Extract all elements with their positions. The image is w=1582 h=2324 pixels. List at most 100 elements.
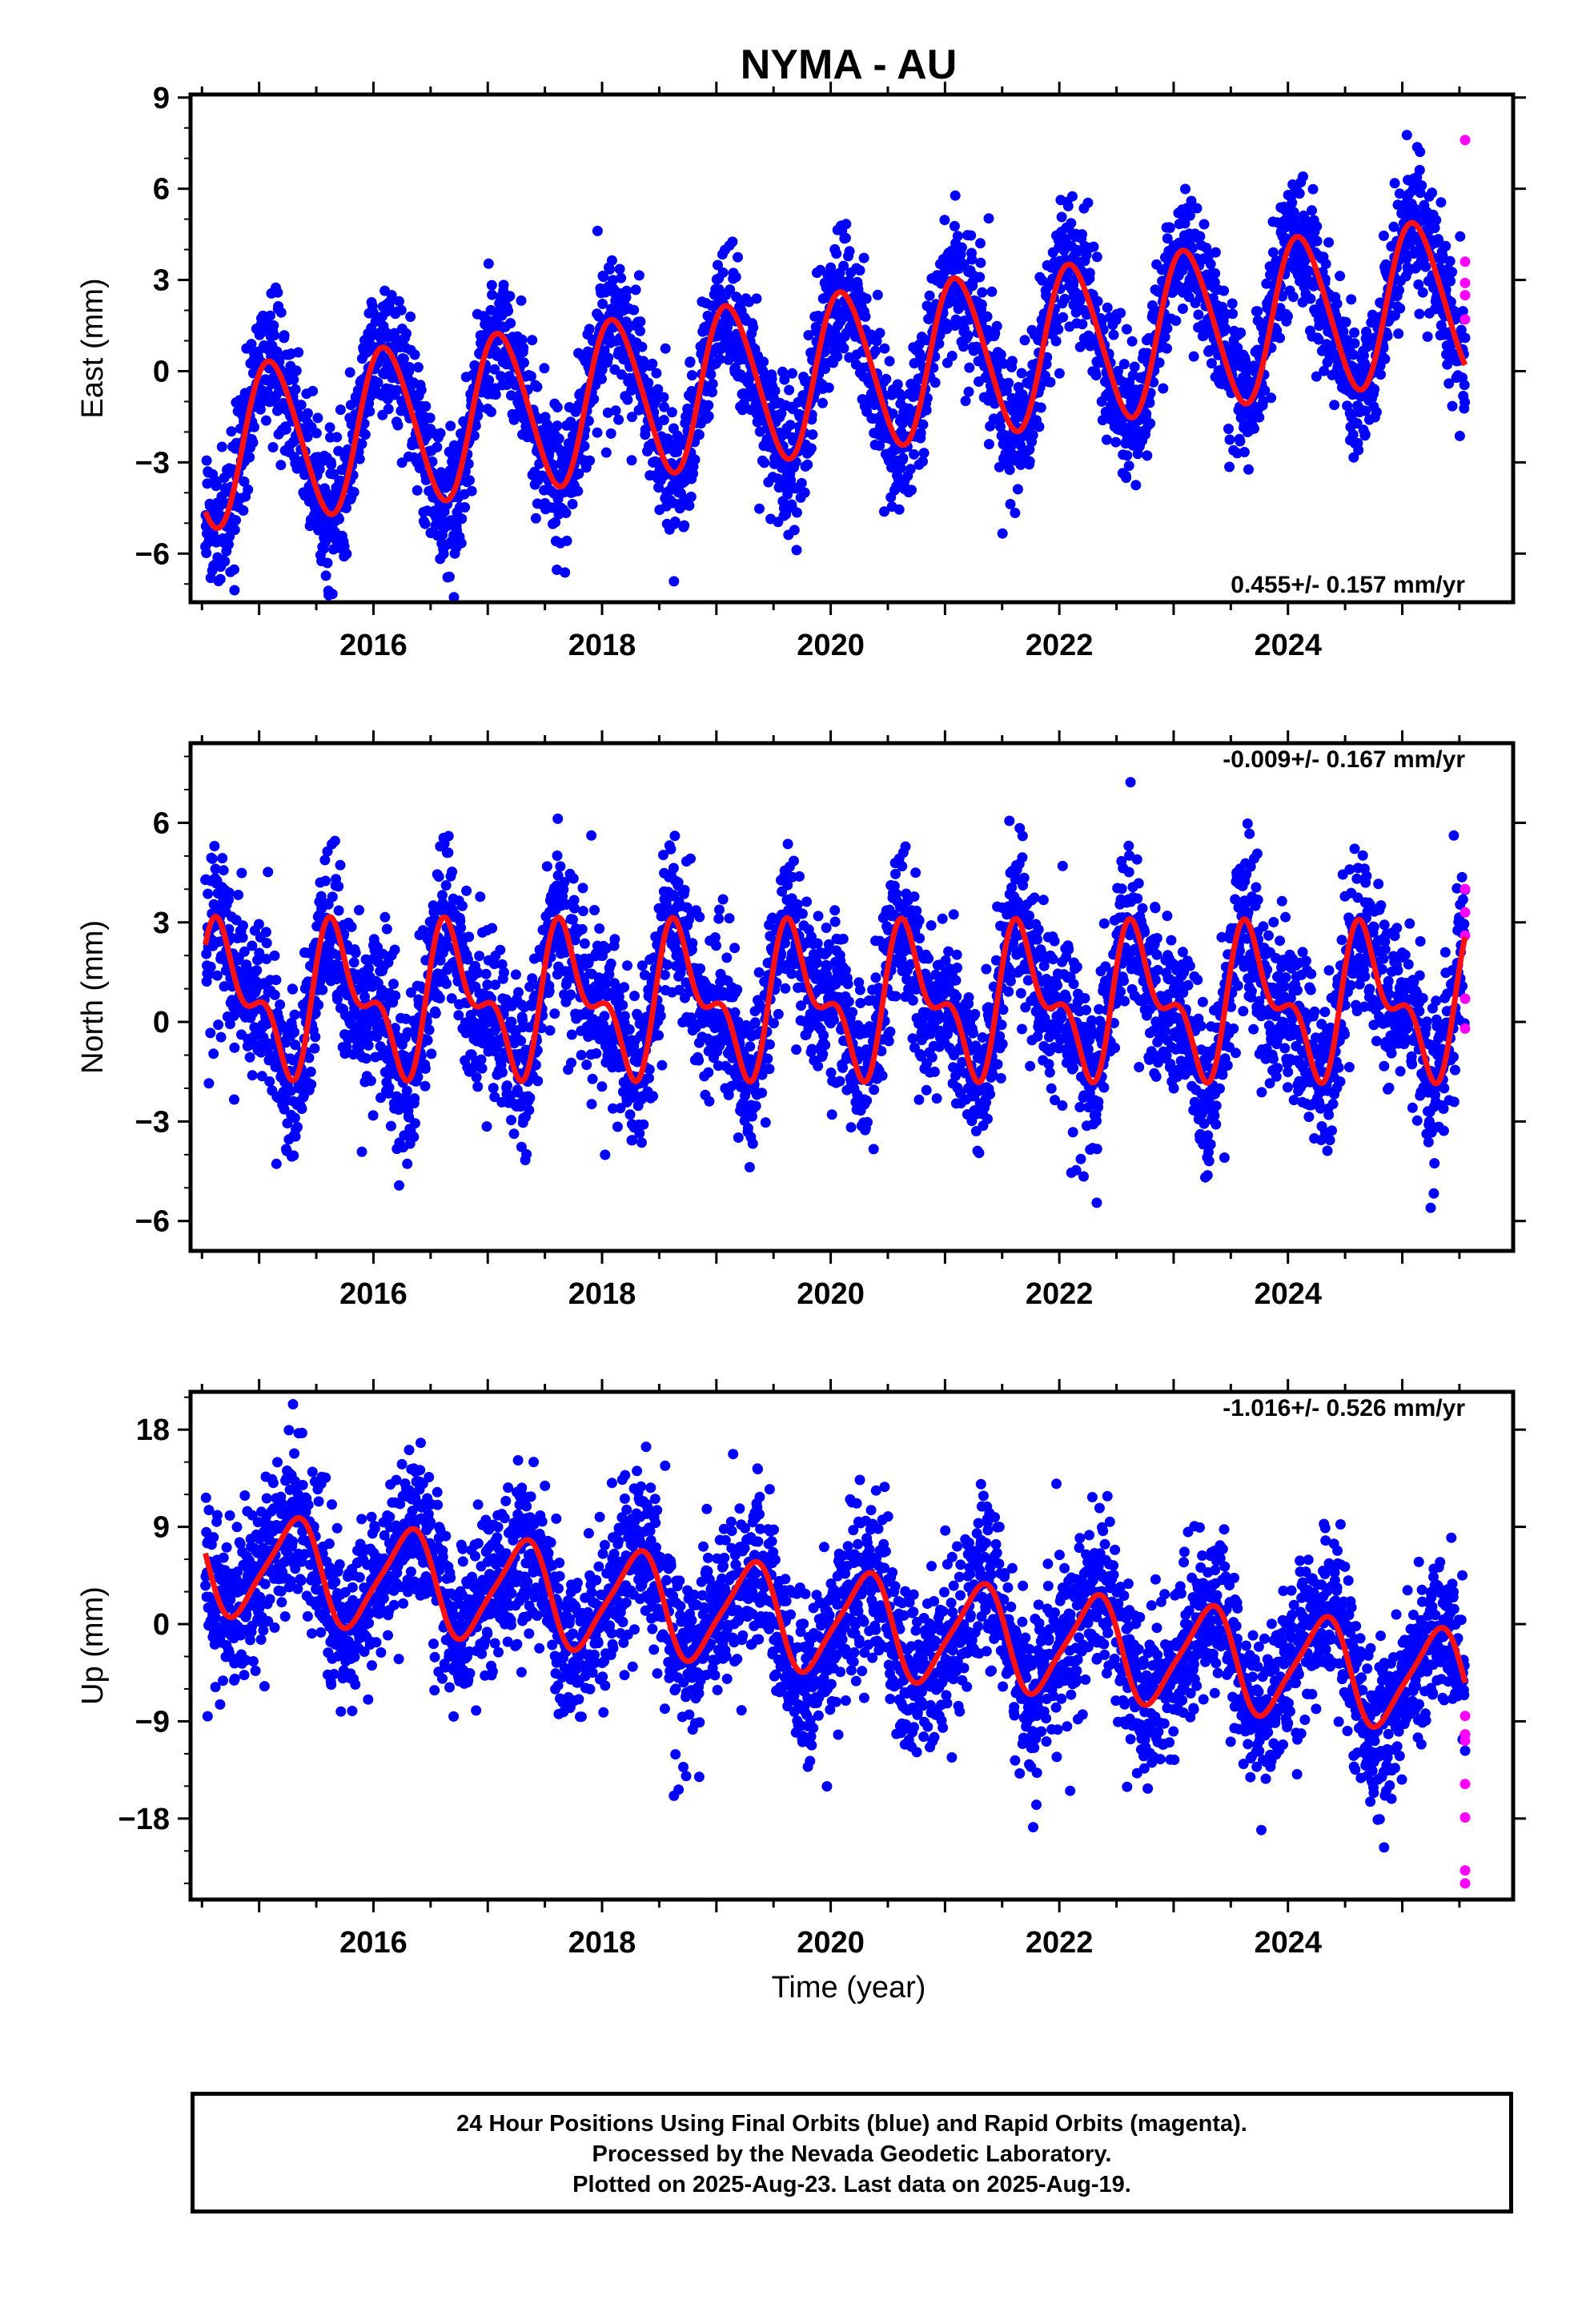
east-final-point [604,263,616,275]
east-final-point [295,400,307,411]
east-final-point [1254,412,1265,423]
north-final-point [508,1128,520,1140]
east-final-point [1307,183,1319,195]
north-final-point [497,1067,508,1078]
north-final-point [335,859,346,870]
east-final-point [684,500,695,511]
east-final-point [1444,255,1456,267]
east-final-point [962,330,974,341]
east-final-point [280,424,291,435]
east-final-point [597,299,608,309]
east-final-point [1006,356,1018,367]
north-final-point [401,1085,412,1096]
north-final-point [549,1008,560,1019]
east-rapid-point [1460,277,1471,288]
east-final-point [1195,231,1206,242]
east-final-point [1205,259,1216,270]
east-final-point [563,438,574,449]
east-final-point [1447,400,1458,412]
east-final-point [751,293,762,304]
east-final-point [693,429,705,440]
east-final-point [1110,436,1122,448]
east-final-point [942,324,953,335]
east-final-point [1005,499,1016,509]
north-final-point [253,919,264,930]
north-final-point [576,923,588,935]
east-final-point [1062,200,1074,211]
east-final-point [267,442,279,452]
north-final-point [244,1051,255,1063]
east-final-point [802,459,813,470]
east-final-point [1393,328,1404,340]
north-final-point [247,1070,258,1081]
east-final-point [1329,400,1340,411]
east-final-point [917,456,928,467]
north-final-point [203,888,214,899]
east-final-point [915,428,926,439]
east-final-point [887,408,898,419]
north-final-point [251,965,263,976]
east-final-point [666,407,677,418]
east-final-point [1455,231,1466,242]
east-final-point [658,415,669,425]
north-final-point [361,1053,371,1064]
east-final-point [527,335,538,346]
east-final-point [550,517,561,528]
east-final-point [939,215,950,226]
east-final-point [799,487,810,498]
north-final-point [236,867,247,879]
east-final-point [1320,259,1331,269]
east-final-point [1016,368,1027,379]
east-x-tick-label: 2024 [1254,629,1322,662]
east-final-point [516,295,527,306]
east-final-point [412,362,424,373]
east-final-point [216,441,227,452]
east-final-point [1422,331,1433,342]
east-final-point [401,328,412,339]
east-final-point [1066,191,1078,202]
east-final-point [519,357,529,368]
east-y-tick-label: −3 [135,446,170,480]
east-final-point [1224,461,1235,472]
east-final-point [460,502,471,513]
east-final-point [1287,292,1299,303]
east-final-point [572,485,584,497]
east-final-point [466,485,477,497]
east-final-point [976,299,987,310]
north-final-point [487,923,498,934]
east-final-point [328,468,339,480]
east-final-point [223,539,234,550]
east-final-point [910,382,921,393]
north-final-point [447,866,458,878]
east-final-point [861,293,872,304]
east-final-point [991,320,1002,332]
east-final-point [982,311,993,322]
east-final-point [1088,241,1099,252]
east-final-point [1219,285,1230,296]
north-final-point [203,1078,215,1089]
east-final-point [1359,428,1371,440]
north-final-point [402,1158,413,1169]
east-x-tick-label: 2020 [797,629,865,662]
east-final-point [705,369,717,380]
east-final-point [1102,302,1113,313]
east-final-point [905,464,916,475]
east-final-point [703,411,714,422]
north-final-point [271,1158,282,1169]
east-final-point [626,412,637,423]
east-final-point [769,385,781,396]
east-final-point [1164,223,1175,233]
north-final-point [461,885,472,896]
east-final-point [268,320,279,331]
east-final-point [262,386,273,397]
east-final-point [1394,285,1404,296]
north-final-point [555,861,566,872]
east-final-point [669,517,681,527]
east-final-point [1004,464,1015,476]
east-final-point [1235,328,1247,338]
east-final-point [364,406,375,417]
north-final-point [388,979,399,990]
north-final-point [579,938,590,949]
